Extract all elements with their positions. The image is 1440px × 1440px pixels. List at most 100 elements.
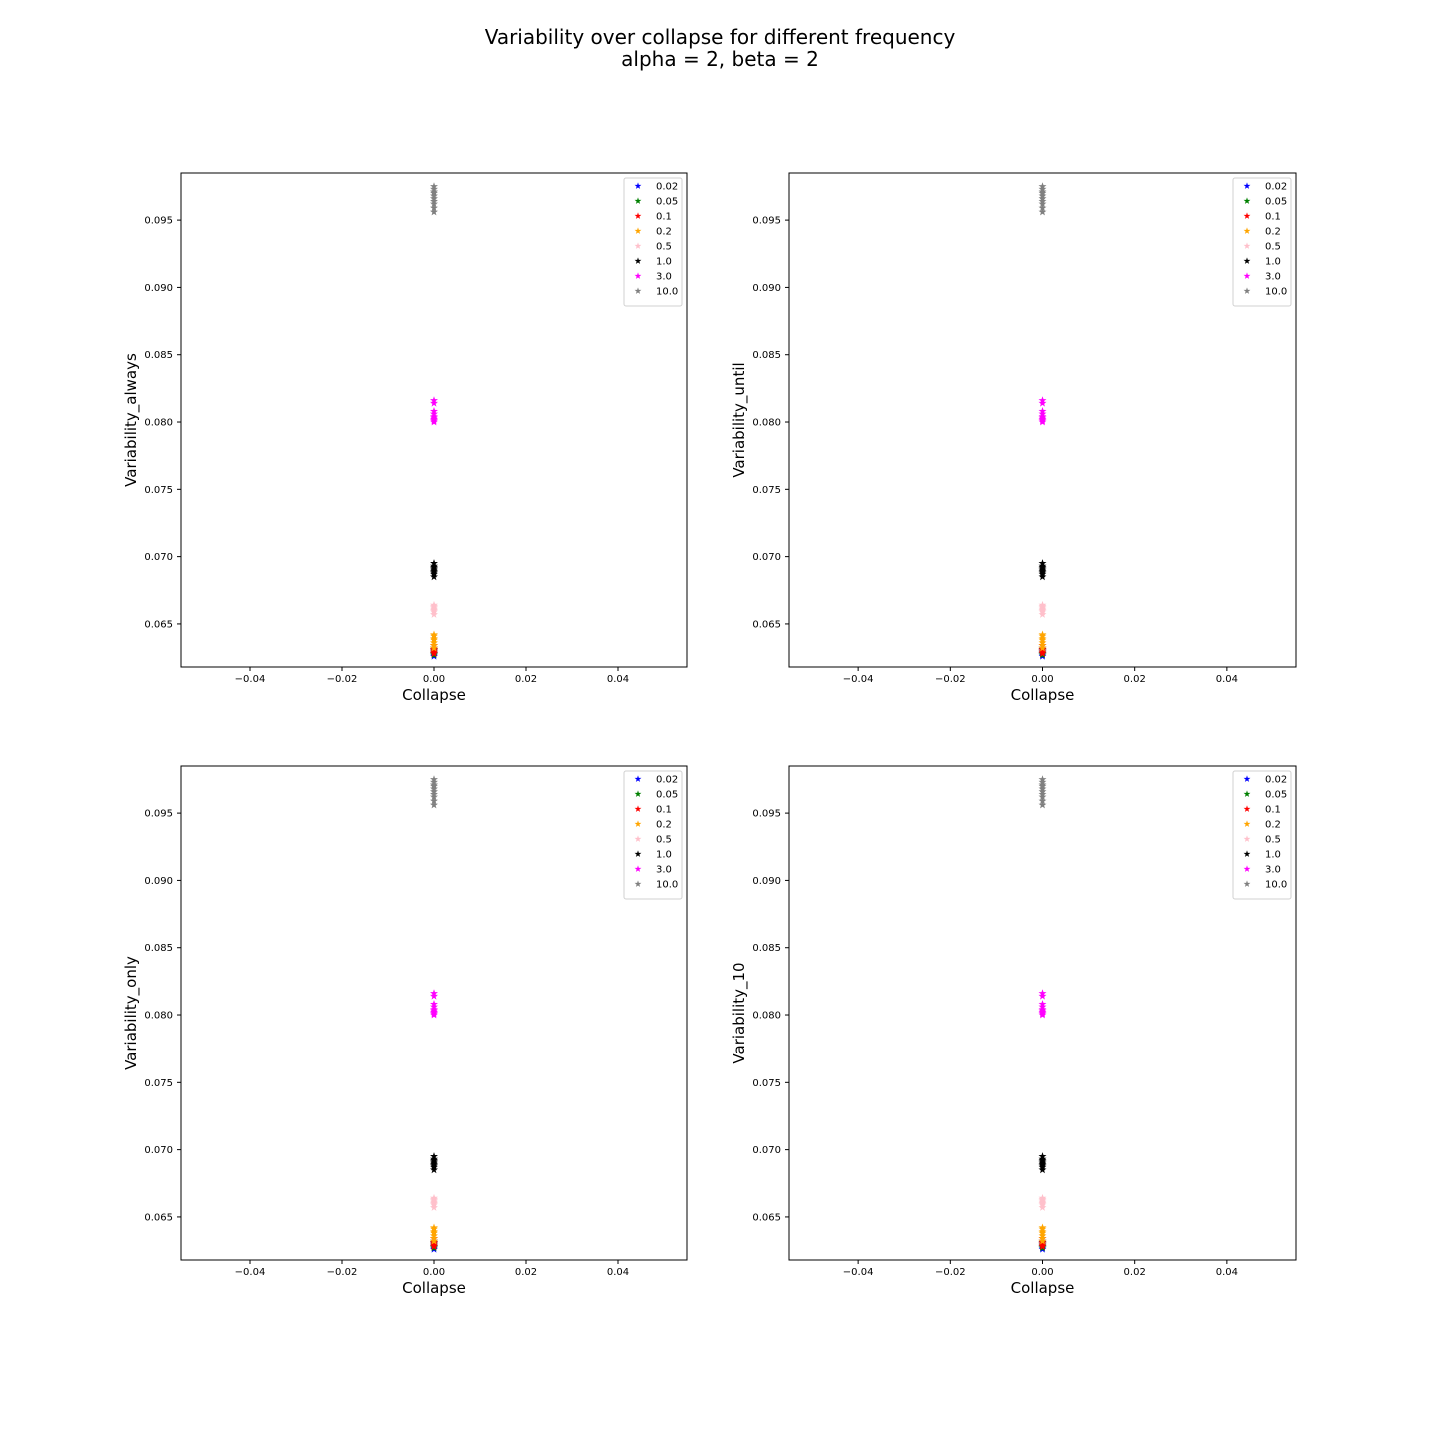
data-point xyxy=(430,780,438,789)
data-point xyxy=(430,989,438,997)
data-point xyxy=(430,610,438,618)
legend-marker xyxy=(634,242,642,249)
data-point xyxy=(430,191,438,200)
series-10.0 xyxy=(430,182,438,216)
data-point xyxy=(430,775,438,783)
data-point xyxy=(1038,989,1047,997)
data-point xyxy=(430,561,438,570)
data-point xyxy=(430,1000,438,1008)
data-point xyxy=(1038,1005,1047,1014)
legend-label: 1.0 xyxy=(656,850,672,861)
legend-label: 0.5 xyxy=(656,242,672,253)
legend-marker xyxy=(634,835,642,842)
series-0.5 xyxy=(430,1193,438,1211)
legend-marker xyxy=(1243,805,1251,812)
series-3.0 xyxy=(1038,989,1047,1019)
data-point xyxy=(430,991,438,1000)
subplot-1: −0.04 −0.02 0.00 0.02 0.04 0.065 0.070 0.075 0.0… xyxy=(122,172,688,704)
data-point xyxy=(430,1154,438,1163)
x-tick-label: −0.02 xyxy=(327,1267,358,1278)
data-point xyxy=(430,790,438,798)
y-tick-label: 0.065 xyxy=(144,619,173,630)
legend-marker xyxy=(1243,790,1251,797)
legend-label: 10.0 xyxy=(1265,880,1287,891)
x-tick-label: 0.02 xyxy=(1124,1267,1146,1278)
data-point xyxy=(430,1236,438,1245)
x-axis-label: Collapse xyxy=(1011,1279,1075,1297)
legend-marker xyxy=(634,880,642,887)
legend-marker xyxy=(1243,287,1251,294)
data-point xyxy=(1038,559,1047,567)
legend-marker xyxy=(634,257,642,264)
series-1.0 xyxy=(430,559,438,581)
data-point xyxy=(1038,207,1047,216)
legend-marker xyxy=(1243,775,1251,782)
legend-marker xyxy=(634,850,642,857)
data-point xyxy=(430,638,438,647)
y-tick-label: 0.080 xyxy=(144,418,173,429)
data-point xyxy=(1038,784,1047,793)
data-point xyxy=(1038,775,1047,783)
y-tick-label: 0.085 xyxy=(144,943,173,954)
legend: 0.02 0.05 0.1 0.2 0.5 1.0 3.0 10.0 xyxy=(623,770,683,900)
series-1.0 xyxy=(1038,1152,1047,1174)
y-tick-label: 0.075 xyxy=(144,485,173,496)
series-10.0 xyxy=(430,775,438,809)
x-tick-label: −0.02 xyxy=(935,1267,966,1278)
data-point xyxy=(1038,1000,1047,1008)
x-tick-label: 0.02 xyxy=(515,1267,537,1278)
x-tick-label: 0.04 xyxy=(607,674,629,685)
legend-marker xyxy=(634,227,642,234)
data-point xyxy=(430,777,438,786)
legend-label: 10.0 xyxy=(656,287,678,298)
subplot-2: −0.04 −0.02 0.00 0.02 0.04 0.065 0.070 0.075 0.0… xyxy=(730,172,1297,704)
legend-label: 1.0 xyxy=(1265,850,1281,861)
series-0.2 xyxy=(1038,630,1047,652)
legend-label: 0.02 xyxy=(1265,775,1287,786)
y-tick-label: 0.070 xyxy=(144,1145,173,1156)
legend-marker xyxy=(1243,227,1251,234)
y-tick-label: 0.070 xyxy=(144,552,173,563)
legend-label: 0.2 xyxy=(656,820,672,831)
series-0.2 xyxy=(1038,1223,1047,1245)
data-point xyxy=(430,1231,438,1240)
data-point xyxy=(1038,194,1047,202)
y-axis-label: Variability_until xyxy=(730,362,749,477)
data-point xyxy=(1038,641,1047,649)
y-tick-label: 0.090 xyxy=(752,283,781,294)
data-point xyxy=(430,1227,438,1236)
series-10.0 xyxy=(1038,775,1047,809)
legend-label: 0.1 xyxy=(656,805,672,816)
data-point xyxy=(430,207,438,216)
legend-label: 0.02 xyxy=(656,182,678,193)
data-point xyxy=(430,182,438,190)
data-point xyxy=(1038,203,1047,212)
data-point xyxy=(1038,191,1047,200)
legend-label: 0.2 xyxy=(1265,227,1281,238)
data-point xyxy=(430,409,438,418)
data-point xyxy=(1038,561,1047,570)
data-point xyxy=(1038,572,1047,581)
y-tick-label: 0.090 xyxy=(752,876,781,887)
data-point xyxy=(1038,412,1047,421)
x-tick-label: 0.00 xyxy=(423,1267,445,1278)
legend-marker xyxy=(1243,272,1251,279)
series-1.0 xyxy=(430,1152,438,1174)
legend-marker xyxy=(634,197,642,204)
data-point xyxy=(430,572,438,581)
data-point xyxy=(1038,1223,1047,1232)
x-tick-label: 0.00 xyxy=(1031,1267,1053,1278)
series-0.2 xyxy=(430,630,438,652)
legend-marker xyxy=(634,212,642,219)
data-point xyxy=(1038,197,1047,205)
legend-label: 10.0 xyxy=(656,880,678,891)
data-point xyxy=(430,1165,438,1174)
y-tick-label: 0.070 xyxy=(752,1145,781,1156)
y-tick-label: 0.090 xyxy=(144,876,173,887)
legend-label: 0.5 xyxy=(1265,835,1281,846)
data-point xyxy=(1038,638,1047,647)
legend-label: 0.05 xyxy=(1265,197,1287,208)
data-point xyxy=(1038,634,1047,643)
figure-title-line-2: alpha = 2, beta = 2 xyxy=(621,47,819,71)
legend-marker xyxy=(634,272,642,279)
